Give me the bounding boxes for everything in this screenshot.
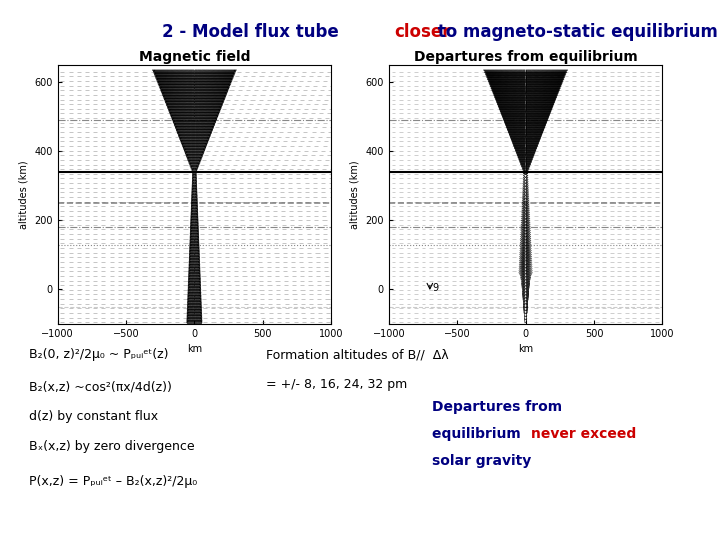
Text: d(z) by constant flux: d(z) by constant flux: [29, 410, 158, 423]
Text: solar gravity: solar gravity: [432, 454, 531, 468]
Y-axis label: altitudes (km): altitudes (km): [350, 160, 360, 229]
Title: Departures from equilibrium: Departures from equilibrium: [414, 50, 637, 64]
Text: B₂(0, z)²/2μ₀ ~ Pₚᵤᵢᵉᵗ(z): B₂(0, z)²/2μ₀ ~ Pₚᵤᵢᵉᵗ(z): [29, 348, 168, 361]
Text: = +/- 8, 16, 24, 32 pm: = +/- 8, 16, 24, 32 pm: [266, 378, 408, 391]
Text: P(x,z) = Pₚᵤᵢᵉᵗ – B₂(x,z)²/2μ₀: P(x,z) = Pₚᵤᵢᵉᵗ – B₂(x,z)²/2μ₀: [29, 475, 197, 488]
Text: never exceed: never exceed: [531, 427, 636, 441]
Text: to magneto-static equilibrium: to magneto-static equilibrium: [432, 23, 718, 40]
Text: Formation altitudes of B//  Δλ: Formation altitudes of B// Δλ: [266, 348, 449, 361]
Text: B₂(x,z) ~cos²(πx/4d(z)): B₂(x,z) ~cos²(πx/4d(z)): [29, 381, 171, 394]
Y-axis label: altitudes (km): altitudes (km): [19, 160, 29, 229]
Text: Departures from: Departures from: [432, 400, 562, 414]
X-axis label: km: km: [518, 345, 534, 354]
Text: closer: closer: [395, 23, 451, 40]
Text: 2 - Model flux tube: 2 - Model flux tube: [162, 23, 344, 40]
X-axis label: km: km: [186, 345, 202, 354]
Text: equilibrium: equilibrium: [432, 427, 526, 441]
Text: 9: 9: [433, 283, 438, 293]
Text: Bₓ(x,z) by zero divergence: Bₓ(x,z) by zero divergence: [29, 440, 194, 453]
Title: Magnetic field: Magnetic field: [139, 50, 250, 64]
